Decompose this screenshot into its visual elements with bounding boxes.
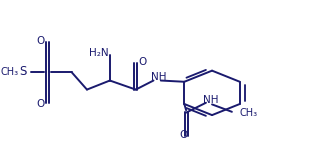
Text: O: O [37,99,45,109]
Text: CH₃: CH₃ [0,67,18,77]
Text: O: O [138,57,147,67]
Text: O: O [179,130,187,140]
Text: NH: NH [203,95,218,105]
Text: H₂N: H₂N [89,47,108,58]
Text: NH: NH [151,72,166,82]
Text: CH₃: CH₃ [239,108,258,118]
Text: O: O [37,36,45,45]
Text: S: S [19,65,27,78]
